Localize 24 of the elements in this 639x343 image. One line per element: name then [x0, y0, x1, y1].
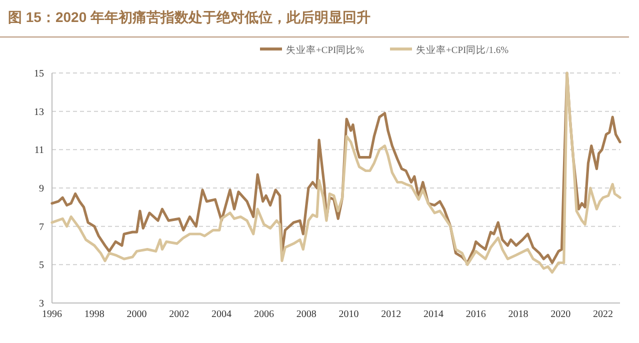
x-tick-label: 2014: [423, 309, 444, 320]
x-tick-label: 2002: [169, 309, 190, 320]
x-tick-label: 1996: [42, 309, 62, 320]
y-tick-label: 9: [39, 184, 44, 194]
x-tick-label: 2000: [126, 309, 147, 320]
legend-label: 失业率+CPI同比/1.6%: [416, 44, 509, 56]
y-tick-label: 15: [34, 68, 44, 80]
x-tick-label: 2004: [212, 309, 232, 320]
y-tick-label: 7: [39, 222, 44, 233]
x-tick-label: 2022: [593, 309, 614, 320]
x-tick-label: 2006: [254, 309, 274, 320]
x-tick-label: 2008: [296, 309, 316, 320]
x-tick-label: 2010: [338, 309, 359, 320]
y-tick-label: 3: [39, 298, 44, 310]
x-tick-label: 2016: [466, 309, 486, 320]
x-tick-label: 2020: [550, 309, 571, 320]
chart-title: 图 15：2020 年年初痛苦指数处于绝对低位，此后明显回升: [8, 9, 370, 25]
y-tick-label: 13: [34, 106, 44, 118]
y-tick-label: 11: [34, 145, 44, 156]
y-tick-label: 5: [39, 260, 44, 272]
legend-label: 失业率+CPI同比%: [286, 44, 364, 56]
x-tick-label: 2012: [381, 309, 402, 320]
x-tick-label: 1998: [84, 309, 104, 320]
x-tick-label: 2018: [508, 309, 528, 320]
